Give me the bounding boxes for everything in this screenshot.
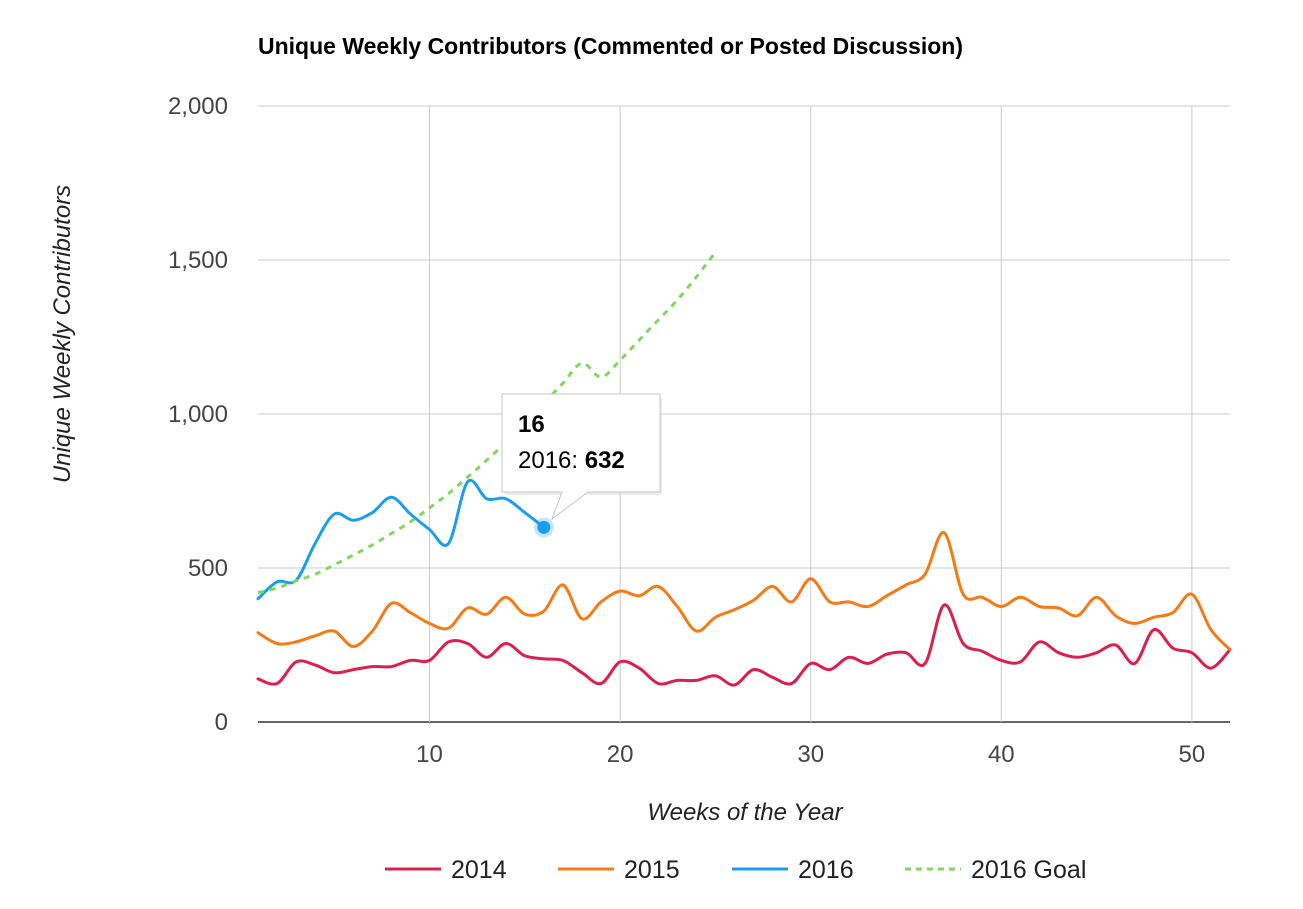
tooltip-point[interactable]: [537, 520, 551, 534]
y-axis-title: Unique Weekly Contributors: [49, 185, 76, 483]
x-tick-label: 20: [607, 741, 634, 768]
chart-title: Unique Weekly Contributors (Commented or…: [258, 33, 963, 59]
legend-label: 2014: [451, 856, 507, 884]
tooltip: 16 2016: 632: [501, 393, 662, 538]
y-tick-label: 500: [188, 555, 228, 582]
series-line-2014: [256, 603, 1232, 687]
y-tick-label: 0: [215, 709, 228, 736]
legend-label: 2015: [624, 856, 680, 884]
tooltip-heading: 16: [518, 411, 545, 438]
y-tick-label: 1,000: [168, 401, 228, 428]
grid-group: [258, 105, 1230, 723]
y-axis-ticks: 0 500 1,000 1,500 2,000: [168, 93, 228, 736]
x-axis-title: Weeks of the Year: [647, 799, 843, 826]
x-tick-label: 10: [416, 741, 443, 768]
series-line-2015: [256, 531, 1232, 652]
tooltip-value-line: 2016: 632: [518, 447, 625, 474]
x-tick-label: 30: [797, 741, 824, 768]
series-line-2016-goal: [257, 251, 717, 595]
legend-label: 2016 Goal: [971, 856, 1086, 884]
series-line-2016: [256, 478, 546, 601]
x-axis-ticks: 10 20 30 40 50: [416, 741, 1205, 768]
x-tick-label: 50: [1179, 741, 1206, 768]
y-tick-label: 2,000: [168, 93, 228, 120]
tooltip-box: [501, 393, 661, 521]
y-tick-label: 1,500: [168, 247, 228, 274]
series-lines: [256, 251, 1232, 687]
x-tick-label: 40: [988, 741, 1015, 768]
legend-label: 2016: [798, 856, 854, 884]
legend: 2014 2015 2016 2016 Goal: [385, 856, 1086, 884]
